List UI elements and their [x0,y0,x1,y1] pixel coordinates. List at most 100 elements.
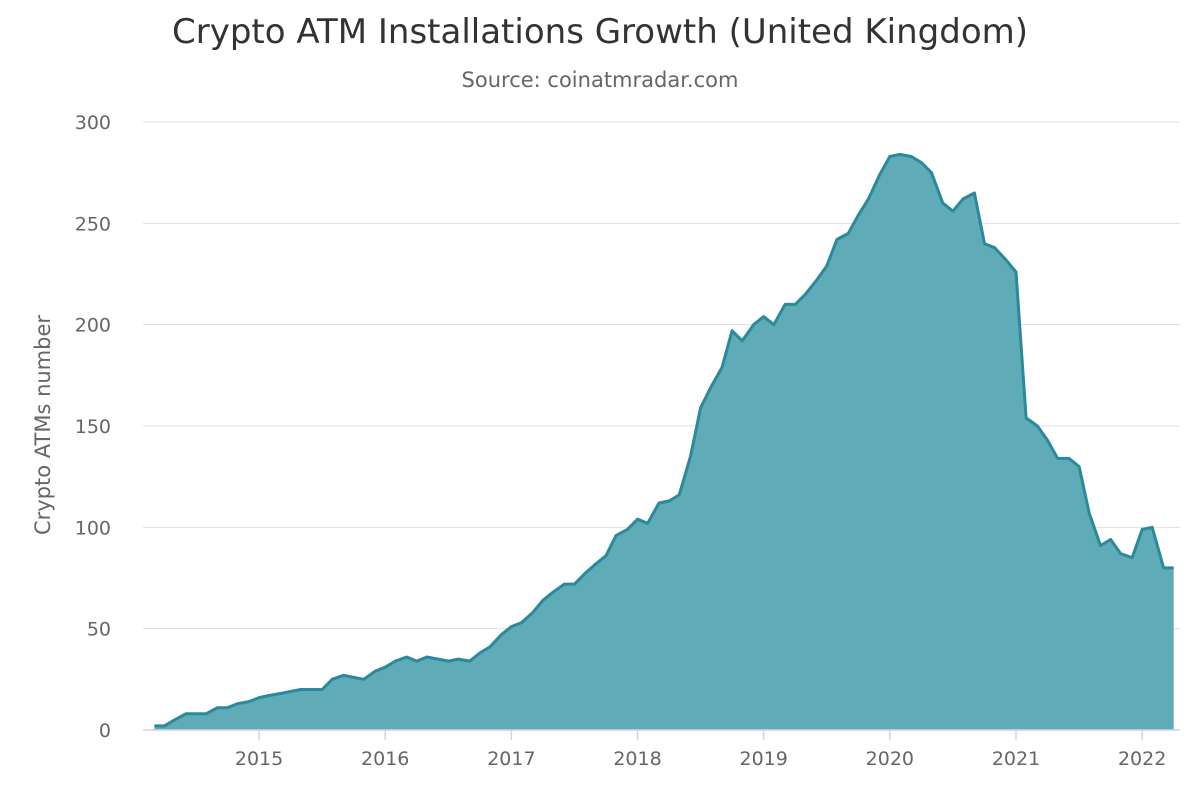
data-point [299,688,303,692]
data-point [289,690,293,694]
data-point [740,339,744,343]
data-point [909,155,913,159]
data-point [1056,456,1060,460]
data-point [815,278,819,282]
data-point [320,688,324,692]
series-area [152,152,1176,730]
data-point [856,213,860,217]
y-axis-label: Crypto ATMs number [31,315,55,535]
data-point [1140,527,1144,531]
data-point [415,659,419,663]
data-point [1046,438,1050,442]
data-point [362,677,366,681]
data-point [573,582,577,586]
data-point [330,677,334,681]
data-point [993,246,997,250]
data-point [657,501,661,505]
data-point [772,323,776,327]
data-point [803,292,807,296]
x-tick-label: 2016 [361,748,409,770]
data-point [1119,552,1123,556]
data-point [646,521,650,525]
data-point [1067,456,1071,460]
chart-subtitle: Source: coinatmradar.com [461,68,739,92]
data-point [541,598,545,602]
data-point [342,673,346,677]
data-point [1099,544,1103,548]
data-point [499,633,503,637]
data-point [888,155,892,159]
data-point [677,493,681,497]
y-tick-label: 50 [87,619,111,641]
x-tick-label: 2021 [992,748,1040,770]
data-point [531,611,535,615]
data-point [878,173,882,177]
y-tick-label: 300 [75,112,111,134]
data-point [1130,556,1134,560]
data-point [173,718,177,722]
data-point [941,201,945,205]
data-point [383,665,387,669]
data-point [405,655,409,659]
data-point [720,365,724,369]
data-point [226,706,230,710]
data-point [446,659,450,663]
data-point [1035,424,1039,428]
data-point [614,533,618,537]
data-point [972,191,976,195]
data-point [162,724,166,728]
data-point [1087,511,1091,515]
data-point [1077,465,1081,469]
data-point [257,696,261,700]
x-tick-label: 2019 [740,748,788,770]
data-point [951,209,955,213]
data-point [898,152,902,156]
data-point [520,621,524,625]
data-point [783,302,787,306]
data-point [456,657,460,661]
data-point [961,197,965,201]
data-point [488,645,492,649]
series-line [154,152,1174,728]
data-point [436,657,440,661]
data-point [1172,566,1176,570]
data-point [583,572,587,576]
y-tick-label: 200 [75,315,111,337]
data-point [709,386,713,390]
data-point [762,315,766,319]
chart-title: Crypto ATM Installations Growth (United … [171,12,1029,52]
data-point [636,517,640,521]
x-tick-label: 2015 [235,748,283,770]
data-point [752,323,756,327]
data-point [825,264,829,268]
data-point [152,724,156,728]
data-point [373,669,377,673]
x-tick-label: 2022 [1118,748,1166,770]
y-tick-label: 150 [75,416,111,438]
data-point [352,675,356,679]
series-area-fill [154,154,1174,730]
data-point [1150,525,1154,529]
data-point [689,454,693,458]
y-tick-label: 100 [75,517,111,539]
data-point [846,232,850,236]
data-point [1162,566,1166,570]
data-point [983,242,987,246]
y-tick-label: 0 [99,720,111,742]
data-point [919,161,923,165]
data-point [236,702,240,706]
data-point [279,692,283,696]
data-point [425,655,429,659]
data-point [204,712,208,716]
x-tick-label: 2020 [866,748,914,770]
data-point [184,712,188,716]
data-point [835,238,839,242]
data-point [551,590,555,594]
data-point [594,562,598,566]
data-point [468,659,472,663]
data-point [562,582,566,586]
data-point [1004,258,1008,262]
axes: 0 50 100 150 200 250 300 2015 2016 2017 2018 2019 20… [75,112,1180,770]
